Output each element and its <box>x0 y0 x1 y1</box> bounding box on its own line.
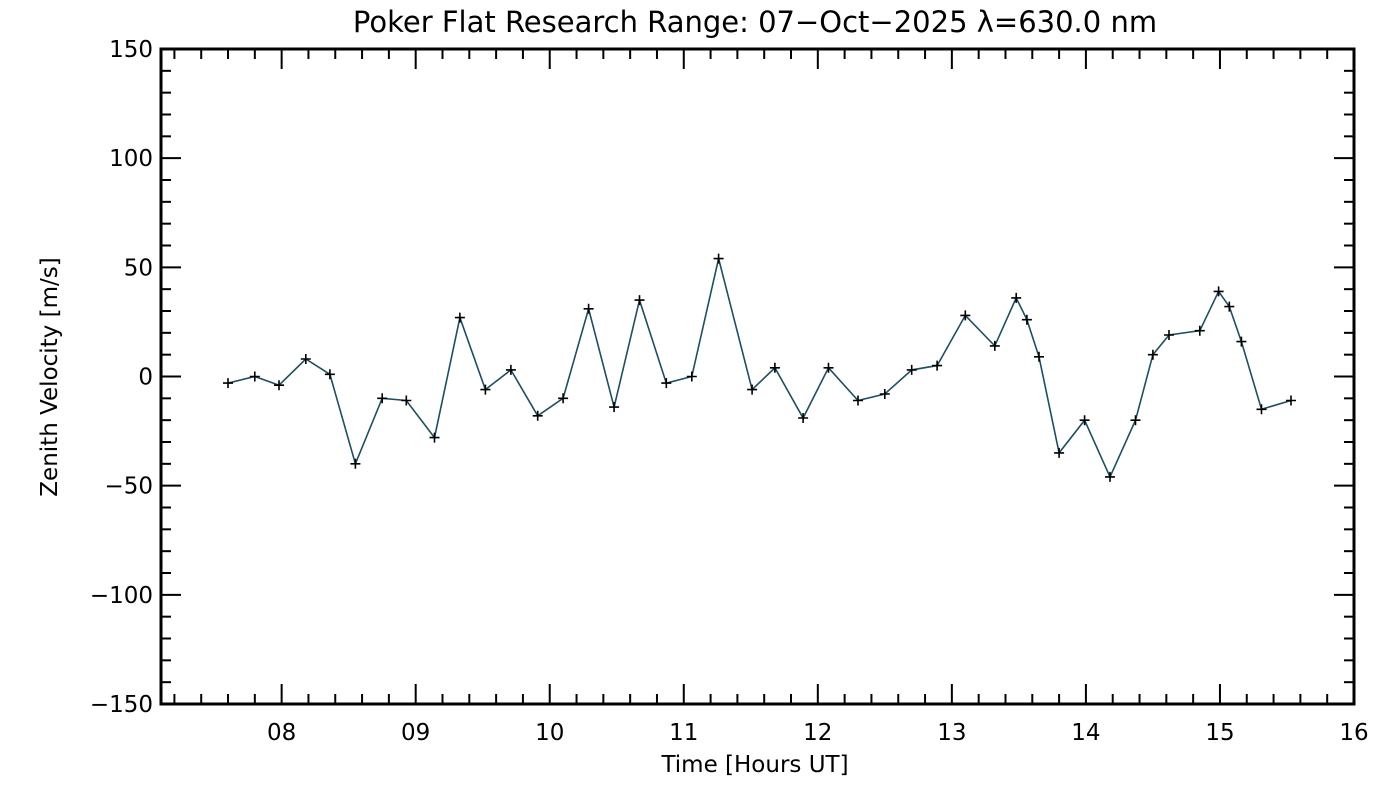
data-point-marker <box>747 384 758 395</box>
data-point-marker <box>401 395 412 406</box>
x-tick-label: 08 <box>267 720 296 746</box>
data-point-marker <box>609 402 620 413</box>
data-point-marker <box>989 340 1000 351</box>
data-point-marker <box>429 432 440 443</box>
x-tick-label: 12 <box>803 720 832 746</box>
data-point-marker <box>1224 301 1235 312</box>
data-point-marker <box>1236 336 1247 347</box>
data-point-marker <box>583 303 594 314</box>
x-tick-label: 15 <box>1205 720 1234 746</box>
y-tick-label: 50 <box>124 255 153 281</box>
data-point-marker <box>1054 447 1065 458</box>
y-tick-label: −150 <box>90 692 153 718</box>
data-point-marker <box>798 413 809 423</box>
y-tick-label: 150 <box>109 37 153 63</box>
data-point-marker <box>634 295 645 306</box>
data-point-marker <box>558 393 569 404</box>
data-point-marker <box>274 380 284 391</box>
data-point-marker <box>1286 395 1296 406</box>
data-point-marker <box>1079 415 1090 426</box>
data-point-marker <box>377 393 388 404</box>
y-tick-label: −100 <box>90 583 153 609</box>
data-point-marker <box>960 310 971 321</box>
data-point-marker <box>532 410 543 421</box>
data-point-marker <box>223 378 233 389</box>
data-point-marker <box>686 371 697 382</box>
x-tick-label: 14 <box>1071 720 1100 746</box>
data-point-marker <box>1011 292 1022 303</box>
plot-frame <box>159 47 1356 706</box>
data-point-marker <box>769 362 780 373</box>
data-point-marker <box>823 362 834 373</box>
y-axis-label: Zenith Velocity [m/s] <box>37 257 63 496</box>
data-point-marker <box>1164 330 1174 340</box>
data-point-marker <box>932 360 943 371</box>
data-point-marker <box>853 395 863 406</box>
data-point-marker <box>480 384 491 395</box>
x-tick-label: 10 <box>535 720 564 746</box>
y-axis-ticks: −150 −100 −50 0 50 100 150 <box>90 37 1354 718</box>
data-point-marker <box>249 371 260 382</box>
data-point-marker <box>1130 415 1141 426</box>
x-tick-label: 11 <box>669 720 698 746</box>
data-point-marker <box>661 378 672 389</box>
series-layer <box>223 253 1296 482</box>
data-point-marker <box>1194 325 1205 336</box>
data-point-marker <box>906 364 917 375</box>
data-point-marker <box>713 253 724 264</box>
data-point-marker <box>1105 471 1115 482</box>
data-point-marker <box>505 364 516 375</box>
y-tick-label: 100 <box>109 146 153 172</box>
data-point-marker <box>1021 314 1032 325</box>
x-tick-label: 09 <box>401 720 430 746</box>
y-tick-label: 0 <box>138 365 153 391</box>
data-point-marker <box>454 312 465 323</box>
x-axis-label: Time [Hours UT] <box>660 752 848 778</box>
chart-title: Poker Flat Research Range: 07−Oct−2025 λ… <box>353 5 1157 39</box>
x-tick-label: 13 <box>937 720 966 746</box>
x-axis-ticks: 08 09 10 11 12 13 14 15 16 <box>173 49 1369 746</box>
data-point-marker <box>324 369 335 380</box>
data-point-marker <box>1147 349 1158 360</box>
data-point-marker <box>879 389 890 399</box>
data-point-marker <box>1256 404 1267 415</box>
series-line <box>227 258 1292 479</box>
data-point-marker <box>1213 286 1224 297</box>
y-tick-label: −50 <box>104 474 153 500</box>
data-point-marker <box>300 354 311 364</box>
data-point-marker <box>350 458 361 469</box>
x-tick-label: 16 <box>1339 720 1368 746</box>
data-point-marker <box>1034 351 1044 362</box>
